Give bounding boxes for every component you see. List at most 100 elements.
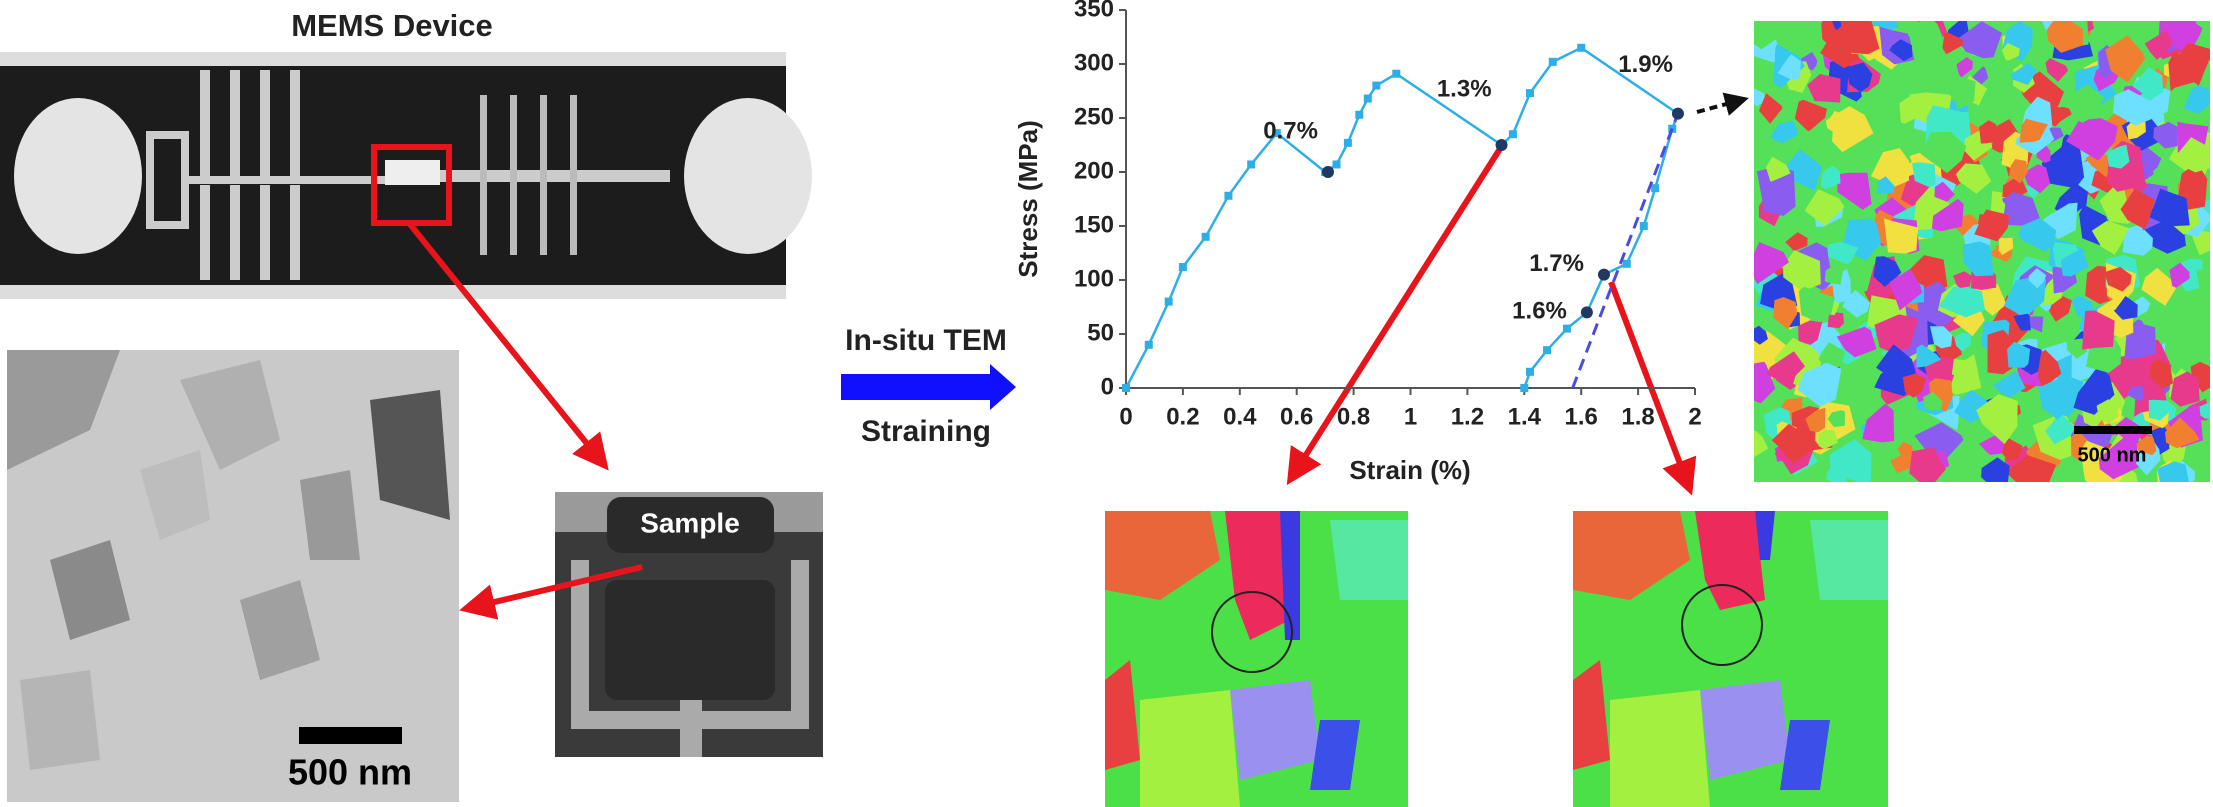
grain [1771, 423, 1817, 464]
grain [1872, 21, 1899, 31]
grain [1942, 32, 1963, 55]
highlight-point [1321, 166, 1334, 178]
point-label: 1.9% [1618, 51, 1673, 78]
grain [1754, 430, 1769, 458]
grain [1824, 267, 1843, 285]
grain [1873, 256, 1902, 287]
x-tick-label: 0.4 [1223, 403, 1257, 430]
grain [2060, 249, 2089, 277]
x-tick-label: 0.6 [1280, 403, 1313, 430]
data-point [1363, 94, 1372, 103]
grain [2028, 316, 2044, 333]
grain [2019, 118, 2048, 143]
orientation-map-right [1573, 511, 1888, 807]
y-tick-label: 300 [1074, 49, 1114, 76]
data-point [1651, 184, 1660, 193]
sample-image: Sample [555, 492, 823, 757]
grain [1765, 156, 1791, 182]
grain [1836, 326, 1877, 358]
grain [2001, 42, 2020, 61]
grain [1931, 198, 1964, 232]
grain [2113, 89, 2153, 126]
grain [1907, 21, 1944, 56]
grain [2183, 84, 2210, 114]
grain [1920, 131, 1967, 174]
grain [1804, 189, 1845, 226]
x-axis-label: Strain (%) [1349, 455, 1470, 485]
grain [2052, 242, 2081, 268]
grain [1889, 39, 1913, 62]
data-point [1122, 384, 1130, 392]
grain [2005, 455, 2057, 482]
grain [2190, 230, 2210, 256]
grain [1899, 97, 1921, 124]
grain [1794, 99, 1827, 132]
grain [1923, 392, 1943, 411]
sample-label: Sample [640, 507, 740, 538]
data-point [1247, 160, 1256, 169]
grain [1972, 66, 1989, 86]
point-label: 1.3% [1437, 75, 1492, 102]
data-point [1372, 81, 1381, 90]
stress-strain-chart: Strain (%) Stress (MPa) 0 0.2 0.4 0.6 0.8 1 1.… [1013, 0, 1702, 485]
arrow-top-label: In-situ TEM [845, 324, 1007, 357]
grain [2136, 435, 2157, 455]
data-point [1562, 324, 1571, 333]
map-scale-label: 500 nm [2078, 444, 2147, 466]
arrows [406, 92, 1749, 620]
grain [1954, 332, 1972, 352]
grain [1938, 285, 1985, 318]
grain [2126, 385, 2144, 402]
grain [1978, 433, 2005, 455]
grain [1805, 407, 1826, 433]
grain [1981, 457, 2010, 482]
grain [2107, 144, 2130, 169]
grain [1914, 422, 1964, 461]
grain [1754, 325, 1768, 345]
grain [2120, 188, 2155, 230]
grain [2000, 438, 2023, 461]
grain [1828, 241, 1859, 265]
x-tick-label: 1.8 [1621, 403, 1654, 430]
grain [1825, 110, 1847, 130]
grain [1962, 241, 1994, 277]
grain [2143, 188, 2190, 227]
grain [2141, 267, 2176, 306]
grain [2013, 313, 2031, 331]
grain [1883, 218, 1919, 254]
grain [2196, 269, 2210, 295]
grain [2170, 371, 2200, 407]
data-point [1639, 222, 1648, 230]
x-tick-label: 1.6 [1565, 403, 1598, 430]
y-tick-label: 100 [1074, 265, 1114, 292]
grain [1827, 410, 1845, 427]
data-point [1355, 110, 1364, 119]
grain [2113, 296, 2138, 320]
grain [1754, 242, 1790, 285]
mems-image [0, 52, 812, 299]
blue-arrow [841, 364, 1016, 410]
grain [2068, 84, 2104, 123]
data-point [1548, 57, 1557, 66]
x-tick-label: 0.2 [1166, 403, 1199, 430]
point-label: 1.7% [1529, 250, 1584, 277]
grain [2098, 437, 2147, 480]
grain [2082, 310, 2115, 350]
grain [2153, 158, 2178, 187]
grain [2150, 426, 2170, 456]
grain [1976, 394, 2018, 445]
grain [1818, 429, 1838, 450]
grain [2169, 262, 2190, 288]
data-line [1571, 113, 1680, 389]
highlight-point [1580, 306, 1593, 319]
orientation-map: 500 nm [1754, 21, 2210, 482]
data-point [1332, 160, 1341, 169]
grain [1909, 447, 1946, 482]
highlight-point [1671, 107, 1684, 120]
grain [2153, 121, 2178, 149]
grain [1842, 290, 1870, 318]
y-tick-label: 0 [1101, 373, 1114, 400]
data-point [1577, 43, 1586, 52]
grain [2148, 399, 2170, 421]
grain [2023, 164, 2051, 194]
